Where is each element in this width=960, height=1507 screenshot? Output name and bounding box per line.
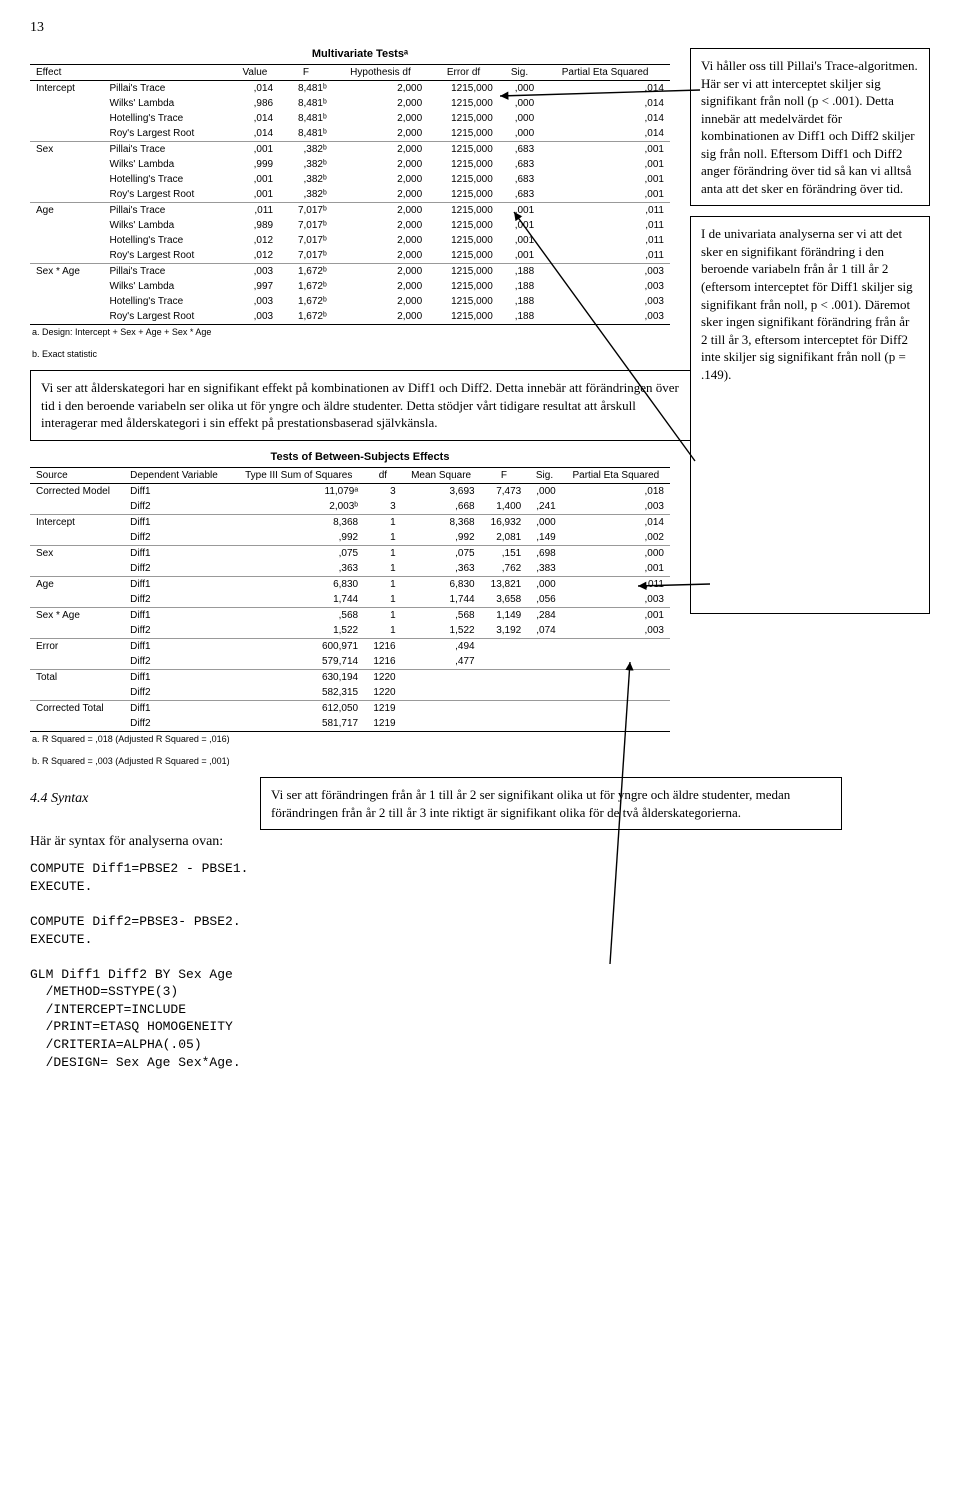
syntax-row: 4.4 Syntax Vi ser att förändringen från … — [30, 777, 930, 830]
callout-age-change: Vi ser att förändringen från år 1 till å… — [260, 777, 842, 830]
syntax-intro: Här är syntax för analyserna ovan: — [30, 834, 930, 850]
table1-title: Multivariate Testsᵃ — [30, 48, 690, 60]
page-number: 13 — [30, 20, 930, 36]
right-callouts: Vi håller oss till Pillai's Trace-algori… — [690, 48, 930, 624]
section-heading: 4.4 Syntax — [30, 791, 230, 807]
upper-section: Multivariate Testsᵃ EffectValueFHypothes… — [30, 48, 930, 767]
between-subjects-table: SourceDependent VariableType III Sum of … — [30, 467, 670, 732]
callout-univariate: I de univariata analyserna ser vi att de… — [690, 216, 930, 614]
callout-under-table1: Vi ser att ålderskategori har en signifi… — [30, 370, 692, 441]
table1-footnote-a: a. Design: Intercept + Sex + Age + Sex *… — [32, 327, 690, 339]
table2-footnote-a: a. R Squared = ,018 (Adjusted R Squared … — [32, 734, 690, 746]
callout-pillai-trace: Vi håller oss till Pillai's Trace-algori… — [690, 48, 930, 206]
table2-footnote-b: b. R Squared = ,003 (Adjusted R Squared … — [32, 756, 690, 768]
tables-column: Multivariate Testsᵃ EffectValueFHypothes… — [30, 48, 690, 767]
table2-title: Tests of Between-Subjects Effects — [30, 451, 690, 463]
spss-syntax-code: COMPUTE Diff1=PBSE2 - PBSE1. EXECUTE. CO… — [30, 860, 930, 1071]
multivariate-tests-table: EffectValueFHypothesis dfError dfSig.Par… — [30, 64, 670, 325]
table1-footnote-b: b. Exact statistic — [32, 349, 690, 361]
